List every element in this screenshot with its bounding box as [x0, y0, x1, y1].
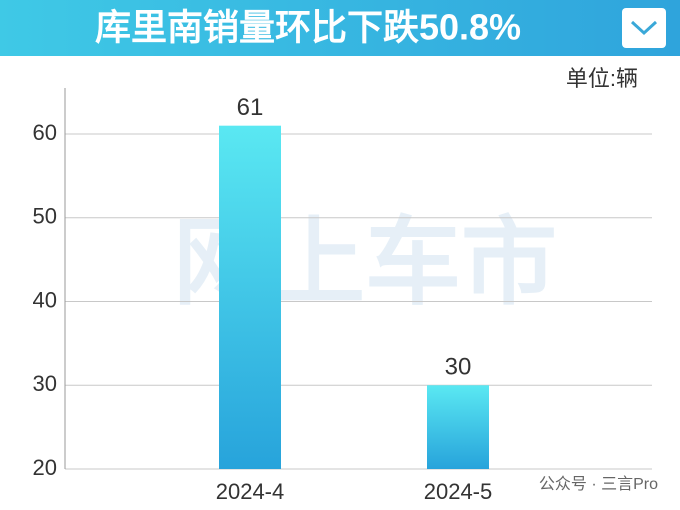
bar	[219, 125, 281, 469]
y-tick-label: 40	[33, 287, 57, 312]
value-label: 30	[445, 354, 472, 381]
title-banner	[0, 0, 680, 56]
x-tick-label: 2024-4	[216, 479, 285, 504]
y-tick-label: 30	[33, 371, 57, 396]
value-label: 61	[237, 94, 264, 121]
y-tick-label: 20	[33, 455, 57, 480]
y-tick-label: 50	[33, 204, 57, 229]
x-tick-label: 2024-5	[424, 479, 493, 504]
y-tick-label: 60	[33, 120, 57, 145]
source-label: 公众号 · 三言Pro	[539, 475, 658, 493]
bar	[427, 385, 489, 469]
unit-label: 单位:辆	[566, 66, 638, 91]
chart-title: 库里南销量环比下跌50.8%	[95, 7, 521, 48]
dropdown-button[interactable]	[622, 8, 666, 48]
